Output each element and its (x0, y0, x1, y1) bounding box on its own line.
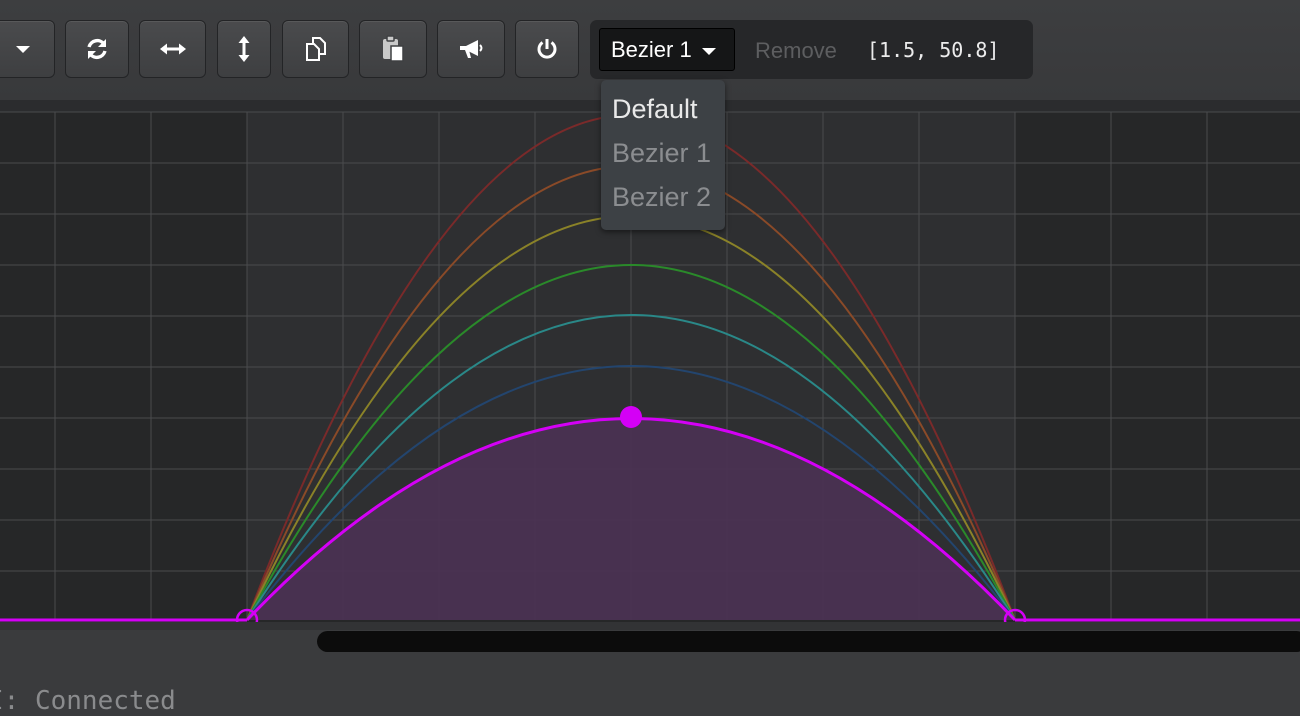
ghost-curve (246, 264, 1016, 621)
stretch-horizontal-button[interactable] (139, 20, 206, 78)
paste-icon (380, 35, 406, 63)
chevron-down-icon (701, 47, 716, 55)
power-icon (535, 37, 559, 61)
paste-button[interactable] (359, 20, 427, 78)
ghost-curve (246, 314, 1016, 621)
ghost-curves (246, 114, 1016, 621)
peak-handle[interactable] (620, 406, 642, 428)
horizontal-scrollbar[interactable] (317, 631, 1300, 652)
stretch-vertical-button[interactable] (217, 20, 271, 78)
dropdown-option-bezier-1[interactable]: Bezier 1 (612, 138, 712, 168)
copy-button[interactable] (282, 20, 349, 78)
copy-icon (303, 36, 329, 62)
arrows-horizontal-icon (159, 42, 187, 56)
refresh-icon (84, 36, 110, 62)
curve-select-label: Bezier 1 (611, 36, 692, 62)
coords-readout: [1.5, 50.8] (867, 38, 1000, 62)
graph-footer-strip (0, 622, 1300, 630)
dropdown-option-default[interactable]: Default (612, 94, 698, 124)
curve-select[interactable]: Bezier 1 (599, 28, 735, 71)
ghost-curve (246, 365, 1016, 621)
power-button[interactable] (515, 20, 579, 78)
remove-button[interactable]: Remove (755, 38, 837, 63)
dropdown-toggle-button[interactable] (0, 20, 55, 78)
curve-dropdown-menu: Default Bezier 1 Bezier 2 (601, 80, 725, 230)
status-text: I: Connected (0, 686, 176, 716)
arrows-vertical-icon (237, 35, 251, 63)
curve-panel: Bezier 1 Remove [1.5, 50.8] (590, 20, 1033, 79)
dropdown-option-bezier-2[interactable]: Bezier 2 (612, 182, 712, 212)
caret-down-icon (13, 43, 33, 55)
start-handle[interactable] (235, 608, 259, 630)
megaphone-icon (457, 37, 485, 61)
refresh-button[interactable] (65, 20, 129, 78)
announce-button[interactable] (437, 20, 505, 78)
end-handle[interactable] (1003, 608, 1027, 630)
